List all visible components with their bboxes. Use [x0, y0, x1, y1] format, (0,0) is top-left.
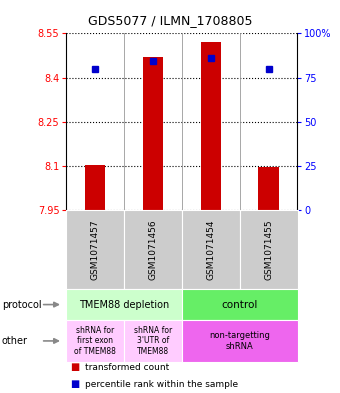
- Text: GSM1071454: GSM1071454: [206, 219, 215, 280]
- Text: protocol: protocol: [2, 299, 41, 310]
- Text: percentile rank within the sample: percentile rank within the sample: [85, 380, 238, 389]
- Text: shRNA for
first exon
of TMEM88: shRNA for first exon of TMEM88: [74, 326, 116, 356]
- Text: GSM1071456: GSM1071456: [149, 219, 157, 280]
- Bar: [258, 167, 279, 210]
- Text: control: control: [222, 299, 258, 310]
- Text: shRNA for
3'UTR of
TMEM88: shRNA for 3'UTR of TMEM88: [134, 326, 172, 356]
- Text: non-targetting
shRNA: non-targetting shRNA: [209, 331, 270, 351]
- Bar: [201, 42, 221, 210]
- Text: transformed count: transformed count: [85, 363, 169, 372]
- Text: GSM1071457: GSM1071457: [91, 219, 100, 280]
- Text: other: other: [2, 336, 28, 346]
- Text: GDS5077 / ILMN_1708805: GDS5077 / ILMN_1708805: [88, 14, 252, 27]
- Text: TMEM88 depletion: TMEM88 depletion: [79, 299, 169, 310]
- Bar: [143, 57, 163, 210]
- Bar: [85, 165, 105, 210]
- Text: ■: ■: [70, 379, 79, 389]
- Text: ■: ■: [70, 362, 79, 373]
- Text: GSM1071455: GSM1071455: [264, 219, 273, 280]
